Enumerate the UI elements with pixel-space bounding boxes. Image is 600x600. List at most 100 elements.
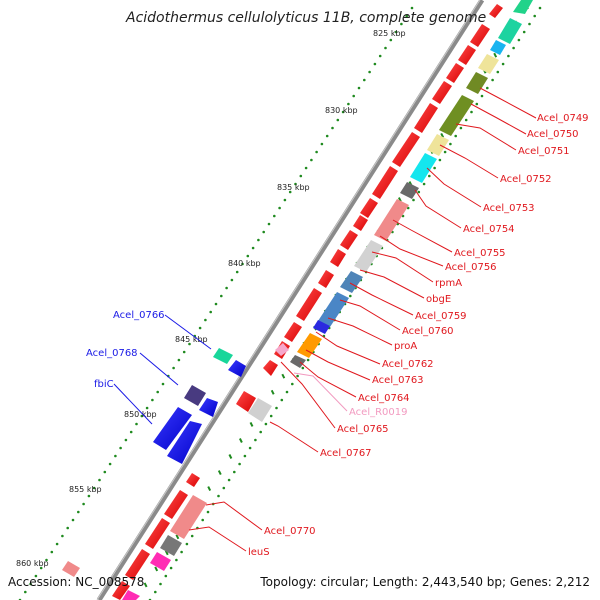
gene-feature[interactable] — [236, 391, 256, 412]
gc-dot — [129, 430, 133, 434]
gene-label[interactable]: Acel_0756 — [445, 262, 497, 273]
gene-feature[interactable] — [296, 288, 322, 321]
gene-label[interactable]: Acel_0762 — [382, 359, 434, 370]
gc-dot — [320, 142, 324, 146]
gc-dot — [201, 518, 204, 522]
gene-feature[interactable] — [199, 398, 218, 417]
gene-block[interactable] — [248, 398, 272, 422]
gene-feature[interactable] — [112, 581, 130, 600]
gene-label[interactable]: Acel_0750 — [527, 129, 579, 140]
gene-feature[interactable] — [125, 549, 150, 580]
gene-block[interactable] — [275, 343, 289, 356]
gc-dot — [175, 558, 178, 562]
gene-feature[interactable] — [263, 360, 278, 376]
gene-block[interactable] — [513, 0, 533, 14]
gene-feature[interactable] — [330, 249, 346, 267]
gene-block[interactable] — [297, 333, 322, 358]
genome-backbone — [96, 0, 485, 600]
gc-dot — [251, 246, 255, 250]
gene-feature[interactable] — [318, 270, 334, 288]
gc-dot — [341, 110, 345, 114]
gene-feature[interactable] — [470, 24, 490, 47]
gene-feature[interactable] — [392, 132, 420, 167]
gene-label[interactable]: Acel_0755 — [454, 248, 506, 259]
gene-label[interactable]: Acel_0751 — [518, 146, 570, 157]
gene-label[interactable]: Acel_0752 — [500, 174, 552, 185]
gc-dot — [288, 190, 292, 194]
tick-825: 825 kbp — [373, 29, 406, 38]
gene-feature[interactable] — [372, 166, 398, 199]
gene-feature[interactable] — [228, 360, 246, 377]
gene-feature[interactable] — [432, 81, 452, 104]
gc-dot — [422, 182, 426, 186]
gene-label[interactable]: proA — [394, 341, 417, 352]
gc-dot — [140, 414, 144, 418]
gene-feature[interactable] — [153, 407, 192, 450]
gene-block[interactable] — [122, 590, 140, 600]
gene-feature[interactable] — [360, 198, 378, 218]
gene-block[interactable] — [354, 240, 383, 272]
gene-label[interactable]: Acel_0766 — [113, 310, 165, 321]
gene-block[interactable] — [498, 18, 522, 44]
gene-feature[interactable] — [414, 103, 438, 133]
gene-feature[interactable] — [489, 4, 503, 18]
gc-dot — [433, 166, 436, 170]
gc-dot — [373, 62, 377, 66]
gc-skew-mark — [217, 470, 222, 476]
gene-label[interactable]: Acel_0770 — [264, 526, 316, 537]
gene-feature[interactable] — [62, 561, 80, 577]
gene-label[interactable]: rpmA — [435, 278, 462, 289]
connector — [392, 219, 453, 253]
gene-feature[interactable] — [284, 322, 302, 342]
gene-block[interactable] — [150, 552, 171, 571]
gene-label[interactable]: Acel_0753 — [483, 203, 535, 214]
gene-feature[interactable] — [145, 518, 170, 549]
gc-dot — [405, 14, 409, 18]
gc-dot — [82, 502, 85, 506]
gene-label[interactable]: fbiC — [94, 379, 114, 390]
gc-dot — [491, 78, 494, 82]
gene-label[interactable]: obgE — [426, 294, 451, 305]
gc-dot — [325, 134, 329, 138]
gene-block[interactable] — [313, 320, 330, 334]
gene-label[interactable]: Acel_0754 — [463, 224, 515, 235]
gene-label[interactable]: Acel_0767 — [320, 448, 372, 459]
gene-label[interactable]: Acel_0759 — [415, 311, 467, 322]
gene-block[interactable] — [478, 54, 499, 74]
gene-block[interactable] — [410, 153, 437, 183]
gene-label[interactable]: Acel_0764 — [358, 393, 410, 404]
gene-block[interactable] — [490, 40, 506, 55]
gene-block[interactable] — [466, 72, 488, 94]
gene-feature[interactable] — [458, 45, 476, 65]
gene-block[interactable] — [290, 355, 306, 368]
gene-block[interactable] — [427, 134, 449, 156]
gc-dot — [449, 142, 452, 146]
gene-label[interactable]: Acel_R0019 — [349, 407, 408, 418]
gene-block[interactable] — [400, 182, 419, 199]
gene-feature[interactable] — [167, 421, 202, 464]
gene-label[interactable]: Acel_0749 — [537, 113, 589, 124]
gc-dot — [389, 38, 393, 42]
gene-label[interactable]: Acel_0760 — [402, 326, 454, 337]
gene-feature[interactable] — [184, 385, 206, 406]
gene-block[interactable] — [374, 199, 409, 241]
gene-feature[interactable] — [186, 473, 200, 487]
gene-feature[interactable] — [213, 348, 233, 364]
gene-feature[interactable] — [164, 490, 188, 519]
gene-label[interactable]: Acel_0763 — [372, 375, 424, 386]
gene-block[interactable] — [439, 95, 474, 136]
tick-840: 840 kbp — [228, 259, 261, 268]
gene-block[interactable] — [170, 495, 207, 539]
gene-label[interactable]: Acel_0768 — [86, 348, 138, 359]
gene-label[interactable]: Acel_0765 — [337, 424, 389, 435]
gc-dot — [29, 582, 32, 586]
gc-dot — [209, 310, 212, 314]
gene-block[interactable] — [340, 271, 363, 293]
gene-label[interactable]: leuS — [248, 547, 270, 558]
gene-feature[interactable] — [340, 230, 358, 250]
gene-feature[interactable] — [353, 215, 368, 231]
gene-feature[interactable] — [446, 63, 464, 83]
gene-block[interactable] — [160, 535, 182, 556]
gene-block[interactable] — [318, 292, 349, 327]
